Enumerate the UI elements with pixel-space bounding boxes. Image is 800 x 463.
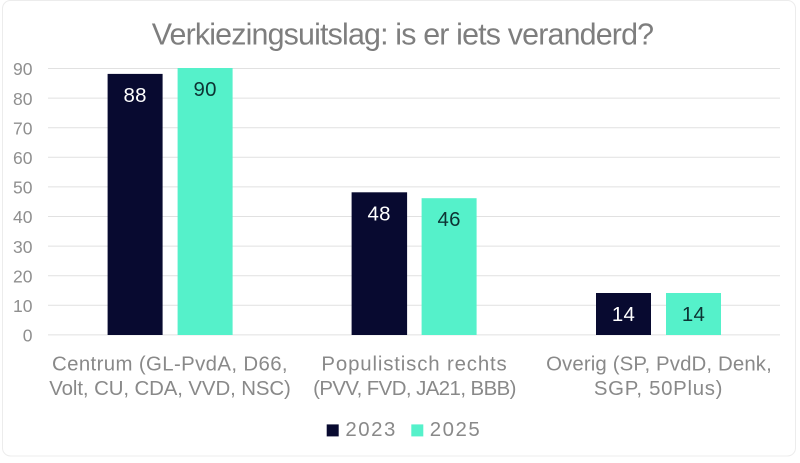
svg-text:(PVV, FVD, JA21, BBB): (PVV, FVD, JA21, BBB): [313, 378, 516, 400]
svg-text:2025: 2025: [430, 419, 482, 441]
svg-text:70: 70: [13, 118, 33, 138]
svg-text:Centrum (GL-PvdA, D66,: Centrum (GL-PvdA, D66,: [52, 353, 288, 375]
svg-text:88: 88: [124, 85, 147, 107]
svg-text:90: 90: [194, 79, 217, 101]
svg-text:0: 0: [23, 326, 33, 346]
svg-text:2023: 2023: [345, 419, 397, 441]
svg-text:50: 50: [13, 178, 33, 198]
svg-text:10: 10: [13, 296, 33, 316]
svg-text:14: 14: [682, 304, 705, 326]
svg-text:Volt, CU, CDA, VVD, NSC): Volt, CU, CDA, VVD, NSC): [49, 378, 290, 400]
svg-text:SGP, 50Plus): SGP, 50Plus): [594, 378, 723, 400]
svg-text:48: 48: [368, 203, 391, 225]
svg-text:Overig (SP, PvdD, Denk,: Overig (SP, PvdD, Denk,: [546, 353, 772, 375]
svg-text:Verkiezingsuitslag: is er iets: Verkiezingsuitslag: is er iets veranderd…: [152, 18, 653, 52]
svg-text:90: 90: [13, 59, 33, 79]
svg-text:46: 46: [438, 209, 461, 231]
svg-text:40: 40: [13, 207, 33, 227]
svg-text:80: 80: [13, 89, 33, 109]
svg-text:20: 20: [13, 266, 33, 286]
svg-text:Populistisch rechts: Populistisch rechts: [321, 353, 507, 375]
svg-text:14: 14: [612, 304, 635, 326]
svg-text:60: 60: [13, 148, 33, 168]
svg-text:30: 30: [13, 237, 33, 257]
